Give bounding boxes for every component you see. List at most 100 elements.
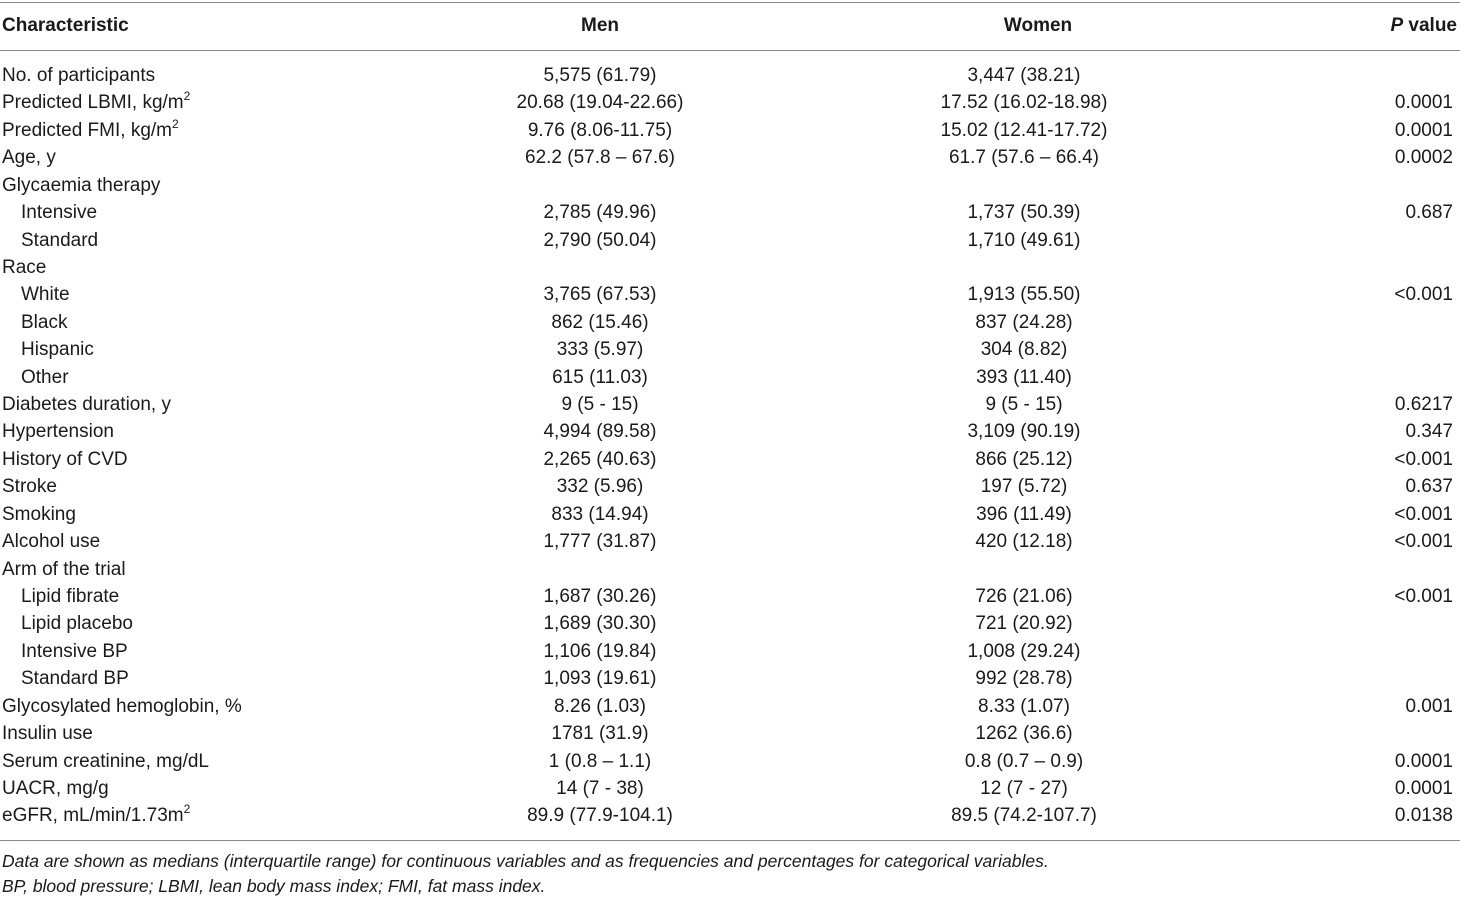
row-p-value: 0.0001 <box>1394 777 1453 799</box>
table-row: Age, y 62.2 (57.8 – 67.6) 61.7 (57.6 – 66.… <box>0 144 1460 171</box>
row-p-value: 0.637 <box>1405 476 1453 498</box>
row-men-value: 1 (0.8 – 1.1) <box>548 750 652 772</box>
row-men-value: 1,689 (30.30) <box>543 613 657 635</box>
row-men-value: 833 (14.94) <box>551 503 649 525</box>
table-row: eGFR, mL/min/1.73m2 89.9 (77.9-104.1) 89.5… <box>0 802 1460 829</box>
table-header-rule <box>0 50 1460 51</box>
row-p-value: 0.001 <box>1405 695 1453 717</box>
row-p-value: <0.001 <box>1394 284 1453 306</box>
row-women-value: 393 (11.40) <box>976 366 1072 388</box>
row-men-value: 1781 (31.9) <box>551 723 649 745</box>
table-row: Intensive 2,785 (49.96) 1,737 (50.39) 0.687 <box>0 199 1460 226</box>
footnote-abbreviations: BP, blood pressure; LBMI, lean body mass… <box>2 876 546 896</box>
row-label: Standard <box>21 229 99 251</box>
row-label: White <box>21 284 70 306</box>
row-label: Hispanic <box>21 339 94 361</box>
table-row: Arm of the trial <box>0 556 1460 583</box>
row-label: eGFR, mL/min/1.73m <box>2 805 184 827</box>
row-label: Age, y <box>2 147 56 169</box>
row-women-value: 1,710 (49.61) <box>967 229 1081 251</box>
row-p-value: <0.001 <box>1394 585 1453 607</box>
row-characteristic: Standard BP <box>21 665 129 692</box>
row-p-value: 0.347 <box>1405 421 1453 443</box>
row-characteristic: Other <box>21 364 69 391</box>
row-label: Smoking <box>2 503 76 525</box>
row-label: No. of participants <box>2 65 156 86</box>
table-row: Insulin use 1781 (31.9) 1262 (36.6) <box>0 720 1460 747</box>
row-men-value: 1,106 (19.84) <box>543 640 657 662</box>
table-row: Glycaemia therapy <box>0 172 1460 199</box>
row-characteristic: History of CVD <box>2 446 128 473</box>
row-men-value: 3,765 (67.53) <box>543 284 657 306</box>
row-characteristic: Predicted LBMI, kg/m2 <box>2 89 190 116</box>
unit-superscript: 2 <box>172 116 179 131</box>
row-men-value: 5,575 (61.79) <box>543 65 657 86</box>
row-men-value: 8.26 (1.03) <box>554 695 646 717</box>
row-characteristic: Glycosylated hemoglobin, % <box>2 693 242 720</box>
table-row: Diabetes duration, y 9 (5 - 15) 9 (5 - 15)… <box>0 391 1460 418</box>
row-men-value: 9 (5 - 15) <box>561 394 639 416</box>
row-women-value: 9 (5 - 15) <box>985 394 1063 416</box>
row-label: Race <box>2 256 47 278</box>
row-characteristic: Age, y <box>2 144 56 171</box>
row-women-value: 721 (20.92) <box>975 613 1073 635</box>
unit-superscript: 2 <box>183 802 191 816</box>
table-row: Race <box>0 254 1460 281</box>
row-men-value: 1,093 (19.61) <box>543 668 657 690</box>
row-women-value: 17.52 (16.02-18.98) <box>940 92 1108 114</box>
header-p-letter: P <box>1390 15 1404 36</box>
row-characteristic: White <box>21 281 70 308</box>
row-characteristic: Hypertension <box>2 418 114 445</box>
table-row: Serum creatinine, mg/dL 1 (0.8 – 1.1) 0.8 … <box>0 748 1460 775</box>
row-women-value: 12 (7 - 27) <box>980 777 1068 799</box>
row-characteristic: Smoking <box>2 501 76 528</box>
row-label: Stroke <box>2 476 57 498</box>
row-women-value: 3,109 (90.19) <box>967 421 1081 443</box>
row-women-value: 15.02 (12.41-17.72) <box>940 119 1108 141</box>
row-label: Intensive <box>21 202 98 224</box>
row-women-value: 1,008 (29.24) <box>967 640 1081 662</box>
row-label: Diabetes duration, y <box>2 394 171 416</box>
row-women-value: 726 (21.06) <box>975 585 1073 607</box>
row-characteristic: Lipid fibrate <box>21 583 119 610</box>
row-men-value: 89.9 (77.9-104.1) <box>527 805 673 827</box>
row-men-value: 2,785 (49.96) <box>543 202 657 224</box>
table-row: Standard BP 1,093 (19.61) 992 (28.78) <box>0 665 1460 692</box>
table-row: Intensive BP 1,106 (19.84) 1,008 (29.24) <box>0 638 1460 665</box>
row-characteristic: Lipid placebo <box>21 610 133 637</box>
table-row: UACR, mg/g 14 (7 - 38) 12 (7 - 27) 0.0001 <box>0 775 1460 802</box>
unit-superscript: 2 <box>183 89 191 104</box>
row-women-value: 3,447 (38.21) <box>967 65 1081 86</box>
row-label: Intensive BP <box>21 640 128 662</box>
table-row: No. of participants 5,575 (61.79) 3,447 (3… <box>0 62 1460 89</box>
row-men-value: 862 (15.46) <box>551 311 649 333</box>
table-row: Glycosylated hemoglobin, % 8.26 (1.03) 8.3… <box>0 693 1460 720</box>
row-characteristic: Diabetes duration, y <box>2 391 171 418</box>
row-characteristic: Glycaemia therapy <box>2 172 160 199</box>
row-characteristic: Race <box>2 254 46 281</box>
row-women-value: 992 (28.78) <box>975 668 1073 690</box>
row-women-value: 1,737 (50.39) <box>967 202 1081 224</box>
table-row: Black 862 (15.46) 837 (24.28) <box>0 309 1460 336</box>
table-row: Stroke 332 (5.96) 197 (5.72) 0.637 <box>0 473 1460 500</box>
table-header: Characteristic Men Women P value <box>0 10 1460 42</box>
table-row: Alcohol use 1,777 (31.87) 420 (12.18) <0.00… <box>0 528 1460 555</box>
row-p-value: 0.0001 <box>1394 750 1453 772</box>
row-women-value: 396 (11.49) <box>976 503 1072 525</box>
table-row: Smoking 833 (14.94) 396 (11.49) <0.001 <box>0 501 1460 528</box>
row-characteristic: Intensive BP <box>21 638 128 665</box>
row-label: Standard BP <box>21 668 129 690</box>
table-row: White 3,765 (67.53) 1,913 (55.50) <0.001 <box>0 281 1460 308</box>
row-characteristic: UACR, mg/g <box>2 775 109 802</box>
row-label: Black <box>21 311 68 333</box>
row-men-value: 2,790 (50.04) <box>543 229 657 251</box>
header-p-value: P value <box>1390 10 1457 42</box>
row-men-value: 1,687 (30.26) <box>543 585 657 607</box>
row-p-value: <0.001 <box>1394 503 1453 525</box>
table-row: Predicted FMI, kg/m2 9.76 (8.06-11.75) 15.… <box>0 117 1460 144</box>
header-women: Women <box>1003 15 1073 36</box>
row-characteristic: Black <box>21 309 67 336</box>
row-women-value: 61.7 (57.6 – 66.4) <box>949 147 1099 169</box>
row-label: Predicted LBMI, kg/m <box>2 92 184 114</box>
row-p-value: 0.0001 <box>1394 92 1453 114</box>
